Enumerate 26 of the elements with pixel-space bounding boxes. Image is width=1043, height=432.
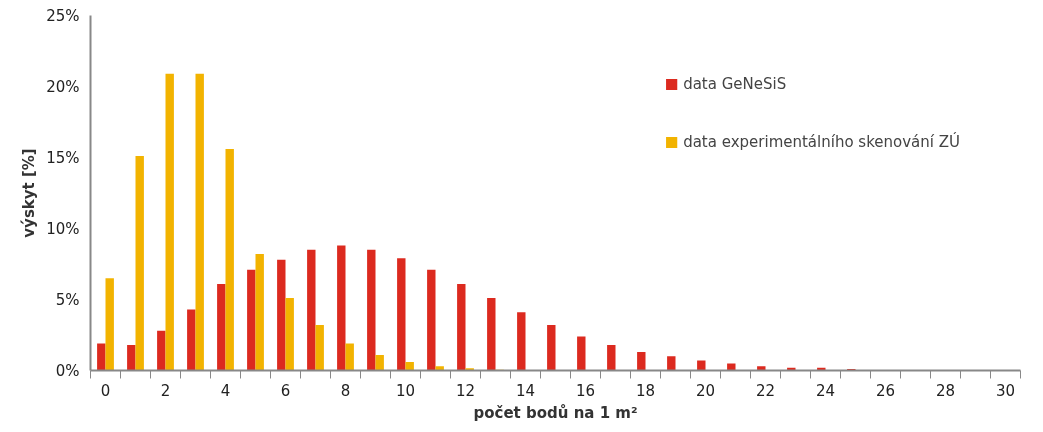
y-tick-label: 15% bbox=[46, 148, 80, 167]
y-tick-label: 5% bbox=[55, 290, 80, 309]
legend-label: data GeNeSiS bbox=[683, 75, 787, 93]
x-tick-label: 14 bbox=[515, 381, 536, 400]
x-axis-title: počet bodů na 1 m² bbox=[473, 403, 638, 422]
x-tick-label: 6 bbox=[280, 381, 291, 400]
x-tick-label: 2 bbox=[160, 381, 171, 400]
y-axis-title: výskyt [%] bbox=[20, 148, 39, 238]
x-tick-label: 16 bbox=[575, 381, 596, 400]
x-tick-label: 8 bbox=[340, 381, 351, 400]
x-tick-label: 4 bbox=[220, 381, 231, 400]
legend-label: data experimentálního skenování ZÚ bbox=[683, 133, 960, 151]
x-tick-label: 30 bbox=[995, 381, 1016, 400]
x-tick-label: 10 bbox=[395, 381, 416, 400]
x-tick-label: 22 bbox=[755, 381, 776, 400]
x-tick-label: 20 bbox=[695, 381, 716, 400]
x-tick-label: 12 bbox=[455, 381, 476, 400]
x-tick-label: 0 bbox=[100, 381, 111, 400]
x-tick-label: 26 bbox=[875, 381, 896, 400]
x-tick-label: 28 bbox=[935, 381, 956, 400]
x-tick-label: 24 bbox=[815, 381, 836, 400]
y-tick-label: 10% bbox=[46, 219, 80, 238]
y-tick-label: 25% bbox=[46, 6, 80, 25]
y-tick-label: 20% bbox=[46, 77, 80, 96]
x-tick-label: 18 bbox=[635, 381, 656, 400]
y-tick-label: 0% bbox=[55, 361, 80, 380]
